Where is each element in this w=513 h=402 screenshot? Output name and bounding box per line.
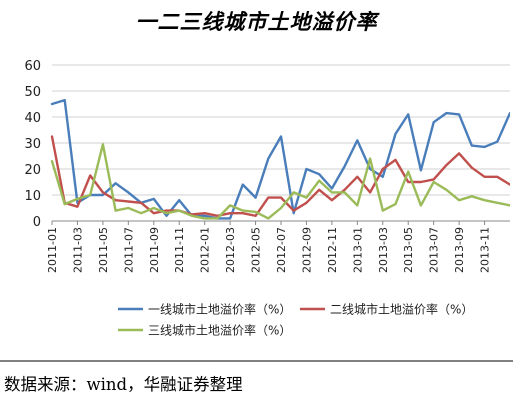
x-tick-label: 2012-05 [250,227,263,273]
x-tick-label: 2013-09 [453,227,466,273]
legend-label: 一线城市土地溢价率（%） [148,302,291,317]
legend-label: 二线城市土地溢价率（%） [330,302,473,317]
x-tick-label: 2011-05 [97,227,110,273]
x-tick-label: 2012-09 [300,227,313,273]
series-line [50,135,510,218]
y-tick-label: 40 [24,111,41,126]
x-tick-label: 2012-07 [275,227,288,273]
x-tick-label: 2013-07 [428,227,441,273]
y-tick-label: 50 [24,85,41,100]
series-lines [50,98,510,220]
series-line [50,143,510,220]
y-tick-label: 60 [24,59,41,74]
x-tick-label: 2011-03 [71,227,84,273]
y-tick-label: 10 [24,189,41,204]
x-tick-label: 2011-09 [148,227,161,273]
x-tick-label: 2011-11 [173,227,186,273]
x-tick-label: 2012-11 [326,227,339,273]
x-tick-label: 2013-03 [377,227,390,273]
x-tick-label: 2012-03 [224,227,237,273]
x-tick-label: 2013-05 [402,227,415,273]
gridlines [52,64,510,196]
y-tick-label: 0 [33,215,41,230]
x-tick-label: 2013-01 [351,227,364,273]
x-tick-label: 2012-01 [199,227,212,273]
source-note: 数据来源：wind，华融证券整理 [4,375,243,394]
axes: 0 10 20 30 40 50 60 2011-01 2011-03 2011-05 2011-0… [0,59,513,362]
legend-label: 三线城市土地溢价率（%） [148,323,291,338]
y-tick-label: 20 [24,163,41,178]
x-tick-label: 2013-11 [479,227,492,273]
chart-title: 一二三线城市土地溢价率 [135,9,378,34]
series-line [50,98,510,220]
x-tick-label: 2011-07 [122,227,135,273]
legend: 一线城市土地溢价率（%） 二线城市土地溢价率（%） 三线城市土地溢价率（%） [118,302,473,338]
y-tick-label: 30 [24,137,41,152]
x-tick-label: 2011-01 [46,227,59,273]
